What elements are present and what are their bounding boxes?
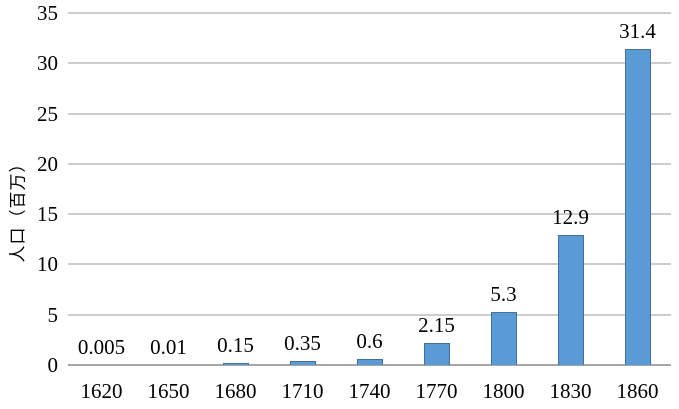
gridline <box>68 12 671 14</box>
x-axis-line <box>68 364 671 366</box>
x-tick-label: 1650 <box>147 379 190 403</box>
bar-value-label: 0.6 <box>356 328 383 353</box>
y-tick-label: 20 <box>37 151 58 176</box>
y-tick-label: 35 <box>37 1 58 25</box>
x-tick-label: 1830 <box>549 379 592 403</box>
bar-value-label: 0.35 <box>284 331 321 356</box>
bar <box>423 343 450 365</box>
y-tick-label: 5 <box>47 302 59 327</box>
y-tick-label: 15 <box>37 202 58 227</box>
bar <box>356 358 383 365</box>
x-tick-label: 1800 <box>482 379 525 403</box>
gridline <box>68 62 671 65</box>
y-tick-label: 30 <box>37 51 58 76</box>
gridline <box>68 162 671 165</box>
bar <box>624 49 651 365</box>
y-tick-label: 0 <box>47 353 59 377</box>
gridline <box>68 213 671 216</box>
gridline <box>68 313 671 316</box>
gridline <box>68 112 671 115</box>
bar-value-label: 2.15 <box>418 313 455 338</box>
bar-value-label: 0.01 <box>150 334 187 359</box>
bar-value-label: 12.9 <box>552 205 589 230</box>
bar-value-label: 31.4 <box>619 19 656 44</box>
bar-value-label: 0.005 <box>77 334 126 359</box>
bar <box>222 363 249 365</box>
x-tick-label: 1740 <box>348 379 391 403</box>
x-tick-label: 1770 <box>415 379 458 403</box>
bar-value-label: 5.3 <box>490 281 517 306</box>
bar <box>490 311 517 365</box>
bar <box>289 361 316 365</box>
bar <box>557 235 584 365</box>
x-tick-label: 1620 <box>80 379 123 403</box>
y-tick-label: 25 <box>37 101 58 126</box>
x-tick-label: 1680 <box>214 379 257 403</box>
x-tick-label: 1710 <box>281 379 324 403</box>
y-tick-label: 10 <box>37 252 58 277</box>
bar-value-label: 0.15 <box>217 333 254 358</box>
x-tick-label: 1860 <box>616 379 659 403</box>
gridline <box>68 263 671 266</box>
